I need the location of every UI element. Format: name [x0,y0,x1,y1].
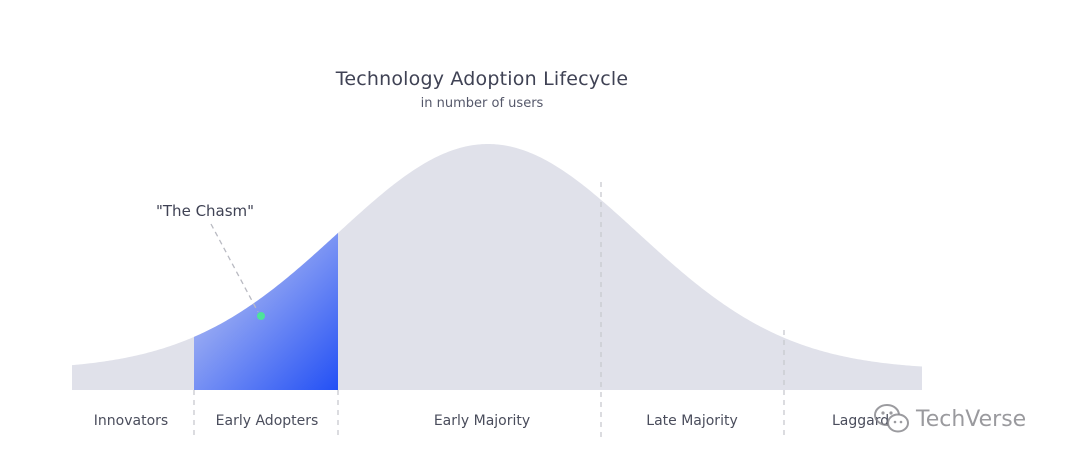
segment-label-innovators: Innovators [94,413,168,429]
segment-label-late-majority: Late Majority [646,413,737,429]
segment-label-early-majority: Early Majority [434,413,530,429]
chasm-leader-line [210,223,259,313]
chasm-dot [257,312,265,320]
segment-label-early-adopters: Early Adopters [216,413,319,429]
watermark-text: TechVerse [916,406,1027,432]
diagram-title: Technology Adoption Lifecycle [335,68,629,90]
segment-label-laggards: Laggards [832,413,896,429]
watermark: TechVerse [872,402,1026,436]
early-adopters-highlight [194,232,338,390]
wechat-icon [874,404,909,433]
diagram-subtitle: in number of users [420,96,544,111]
chasm-label: "The Chasm" [156,202,254,220]
